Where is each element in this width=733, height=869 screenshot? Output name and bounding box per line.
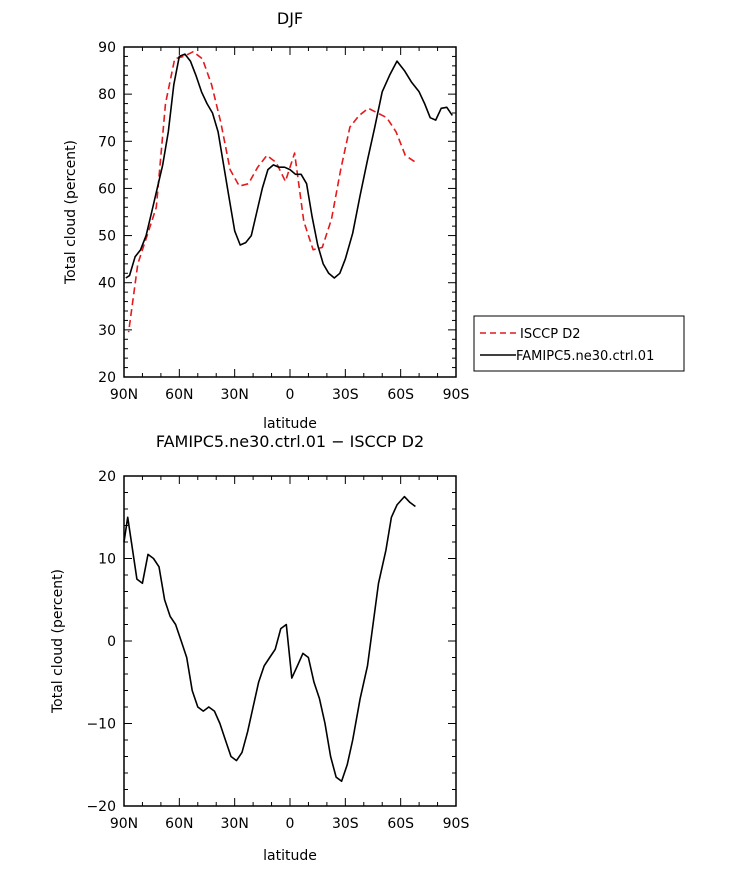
top-plot-frame [123,46,457,378]
bottom-chart-title: FAMIPC5.ne30.ctrl.01 − ISCCP D2 [156,432,424,451]
top-plot-area: 90N 60N 30N 0 30S 60S 90S 20 30 40 50 60 70 80 90 [98,40,469,403]
x-tick-label: 30S [332,816,359,832]
y-tick-label: −20 [86,799,116,815]
y-tick-label: −10 [86,717,116,733]
y-tick-label: 70 [98,134,116,150]
series-line-famipc5-ne30-ctrl-01 [125,53,453,279]
x-tick-label: 30S [332,387,359,403]
legend: ISCCP D2 FAMIPC5.ne30.ctrl.01 [473,315,685,372]
x-tick-label: 90N [110,816,138,832]
y-tick-label: 20 [98,370,116,386]
x-tick-label: 30N [221,387,249,403]
x-tick-label: 60S [387,816,414,832]
bottom-panel: FAMIPC5.ne30.ctrl.01 − ISCCP D2 90N 60N 30… [50,432,469,864]
y-tick-label: 20 [98,469,116,485]
top-x-axis-title: latitude [263,416,317,432]
legend-label-famipc5: FAMIPC5.ne30.ctrl.01 [516,349,654,364]
x-tick-label: 90S [443,387,470,403]
x-tick-label: 60S [387,387,414,403]
y-tick-label: 50 [98,229,116,245]
y-tick-label: 10 [98,552,116,568]
top-chart-title: DJF [277,9,303,28]
y-tick-label: 40 [98,276,116,292]
x-tick-label: 60N [165,387,193,403]
y-tick-label: 30 [98,323,116,339]
bottom-x-axis-title: latitude [263,848,317,864]
bottom-plot-frame [123,475,457,807]
y-tick-label: 90 [98,40,116,56]
top-y-axis-title: Total cloud (percent) [63,140,79,285]
y-tick-label: 80 [98,87,116,103]
bottom-plot-area: 90N 60N 30N 0 30S 60S 90S −20 −10 0 10 20 [86,469,469,832]
x-tick-label: 0 [286,816,295,832]
legend-label-isccp: ISCCP D2 [520,327,581,342]
top-panel: DJF 90N 60N 30N 0 30S 60S 90S2030405060708090 … [63,9,685,432]
x-tick-label: 60N [165,816,193,832]
bottom-y-axis-title: Total cloud (percent) [50,569,66,714]
series-line-difference [123,495,416,783]
y-tick-label: 0 [107,634,116,650]
x-tick-label: 90N [110,387,138,403]
x-tick-label: 0 [286,387,295,403]
x-tick-label: 30N [221,816,249,832]
series-line-isccp-d2 [127,50,415,333]
y-tick-label: 60 [98,181,116,197]
legend-box [473,315,685,372]
x-tick-label: 90S [443,816,470,832]
